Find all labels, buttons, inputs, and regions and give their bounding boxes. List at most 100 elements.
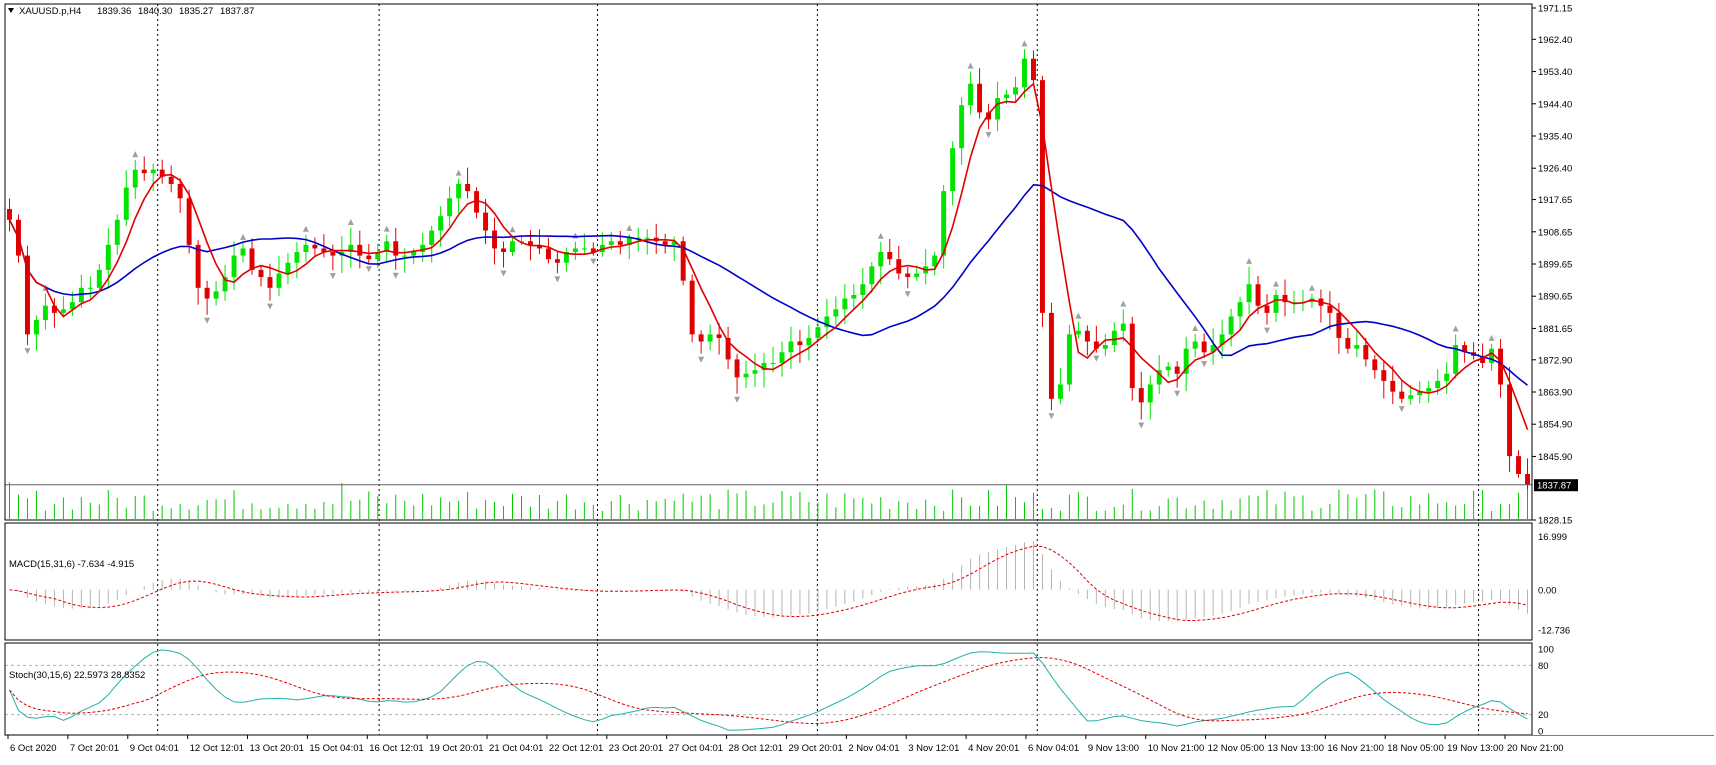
candle-body[interactable] [420, 244, 426, 253]
candle-body[interactable] [474, 191, 480, 213]
candle-body[interactable] [1498, 348, 1504, 385]
candle-body[interactable] [240, 248, 246, 256]
candle-body[interactable] [1075, 330, 1081, 335]
candle-body[interactable] [752, 370, 758, 374]
candle-body[interactable] [51, 305, 57, 313]
candle-body[interactable] [141, 169, 147, 174]
candle-body[interactable] [932, 255, 938, 267]
candle-body[interactable] [96, 269, 102, 288]
candle-body[interactable] [1327, 305, 1333, 313]
candle-body[interactable] [1174, 366, 1180, 374]
candle-body[interactable] [644, 237, 650, 239]
candle-body[interactable] [1453, 345, 1459, 374]
candle-body[interactable] [842, 298, 848, 310]
candle-body[interactable] [1228, 316, 1234, 335]
candle-body[interactable] [276, 273, 282, 288]
candle-body[interactable] [1462, 345, 1468, 353]
candle-body[interactable] [617, 241, 623, 245]
candle-body[interactable] [1057, 384, 1063, 399]
candle-body[interactable] [1363, 345, 1369, 360]
candle-body[interactable] [770, 362, 776, 364]
candle-body[interactable] [1273, 294, 1279, 313]
candle-body[interactable] [510, 241, 515, 253]
candle-body[interactable] [1048, 312, 1054, 399]
candle-body[interactable] [797, 341, 803, 346]
candle-body[interactable] [869, 266, 875, 285]
candle-body[interactable] [1246, 284, 1252, 303]
candle-body[interactable] [267, 277, 273, 288]
candle-body[interactable] [330, 252, 336, 256]
candle-body[interactable] [69, 302, 75, 310]
stoch-pane[interactable] [5, 649, 1532, 731]
candle-body[interactable] [1336, 312, 1342, 338]
candle-body[interactable] [986, 112, 992, 120]
candle-body[interactable] [60, 309, 66, 313]
candle-body[interactable] [914, 273, 920, 278]
candle-body[interactable] [959, 105, 965, 149]
candle-body[interactable] [1039, 80, 1045, 313]
candle-body[interactable] [456, 183, 462, 199]
candle-body[interactable] [1156, 370, 1162, 385]
candle-body[interactable] [779, 352, 785, 363]
candle-body[interactable] [1444, 373, 1450, 381]
candle-body[interactable] [968, 83, 974, 106]
candle-body[interactable] [941, 191, 947, 256]
candle-body[interactable] [554, 259, 560, 263]
candle-body[interactable] [1435, 380, 1441, 389]
candle-body[interactable] [635, 237, 641, 239]
candle-body[interactable] [1102, 345, 1108, 349]
candle-body[interactable] [1066, 334, 1072, 385]
candle-body[interactable] [33, 320, 39, 335]
candle-body[interactable] [312, 244, 318, 249]
candle-body[interactable] [321, 248, 327, 253]
candle-body[interactable] [393, 241, 399, 256]
candle-body[interactable] [501, 248, 506, 253]
candle-body[interactable] [114, 219, 120, 245]
candle-body[interactable] [977, 83, 983, 113]
candle-body[interactable] [860, 284, 866, 295]
candle-body[interactable] [680, 241, 686, 281]
candle-body[interactable] [716, 334, 722, 338]
candle-body[interactable] [1013, 87, 1018, 95]
candle-body[interactable] [1004, 94, 1010, 99]
candle-body[interactable] [590, 248, 596, 253]
candle-body[interactable] [402, 255, 408, 257]
candle-body[interactable] [222, 277, 228, 292]
candle-body[interactable] [725, 337, 731, 360]
candle-body[interactable] [1120, 323, 1126, 331]
candle-body[interactable] [1255, 284, 1261, 306]
candle-body[interactable] [1237, 302, 1243, 317]
candle-body[interactable] [1399, 391, 1405, 399]
candle-body[interactable] [1372, 359, 1378, 371]
candle-body[interactable] [1426, 388, 1432, 392]
candle-body[interactable] [815, 327, 821, 338]
candle-body[interactable] [563, 252, 569, 263]
macd-pane[interactable] [9, 541, 1529, 622]
chart-menu-triangle-icon[interactable] [8, 8, 14, 13]
candle-body[interactable] [581, 248, 587, 250]
candle-body[interactable] [366, 255, 372, 260]
candle-body[interactable] [7, 209, 12, 220]
candle-body[interactable] [249, 248, 255, 270]
candle-body[interactable] [1354, 345, 1360, 349]
candle-body[interactable] [626, 237, 632, 245]
candle-body[interactable] [159, 169, 165, 177]
candle-body[interactable] [806, 337, 812, 346]
candle-body[interactable] [204, 287, 210, 299]
candle-body[interactable] [1129, 323, 1135, 389]
candle-body[interactable] [1408, 395, 1414, 399]
candle-body[interactable] [878, 252, 884, 267]
candle-body[interactable] [1291, 302, 1297, 304]
candle-body[interactable] [824, 316, 830, 328]
candle-body[interactable] [429, 230, 435, 245]
candle-body[interactable] [411, 252, 417, 256]
candle-body[interactable] [1210, 345, 1216, 353]
candle-body[interactable] [105, 244, 111, 270]
candle-body[interactable] [1489, 348, 1495, 363]
candle-body[interactable] [465, 183, 471, 192]
candle-body[interactable] [1381, 370, 1387, 381]
candle-body[interactable] [303, 244, 309, 253]
candle-body[interactable] [887, 252, 893, 260]
candle-body[interactable] [492, 230, 498, 249]
candle-body[interactable] [1525, 473, 1530, 485]
